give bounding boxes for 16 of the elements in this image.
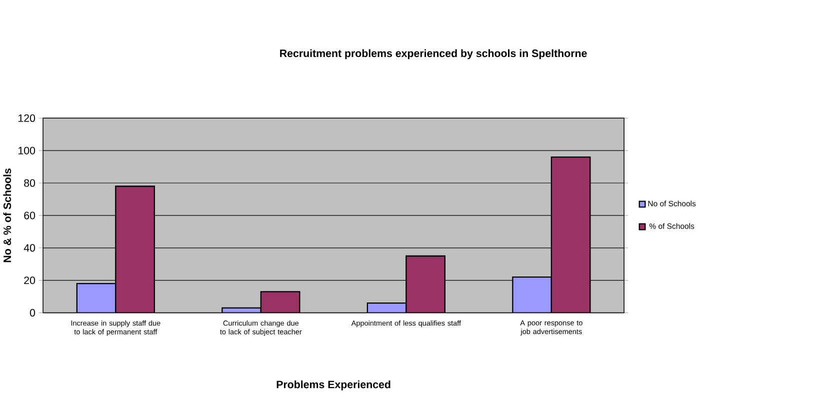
x-axis-title: Problems Experienced <box>276 380 390 390</box>
bar <box>406 255 446 313</box>
y-axis-title: No & % of Schools <box>3 168 12 262</box>
y-tick-label: 100 <box>18 146 36 154</box>
bar <box>512 276 552 313</box>
y-tick-label: 40 <box>24 244 36 252</box>
bar <box>76 283 116 313</box>
bar <box>260 291 300 313</box>
y-tick-label: 120 <box>18 114 36 122</box>
y-tick-label: 20 <box>24 276 36 284</box>
bar <box>550 156 591 313</box>
y-tick-label: 60 <box>24 212 36 220</box>
chart-title: Recruitment problems experienced by schools in Spelthorne <box>280 49 587 60</box>
y-tick-label: 80 <box>24 179 36 187</box>
y-tick-label: 0 <box>30 309 36 317</box>
bar <box>115 186 155 313</box>
